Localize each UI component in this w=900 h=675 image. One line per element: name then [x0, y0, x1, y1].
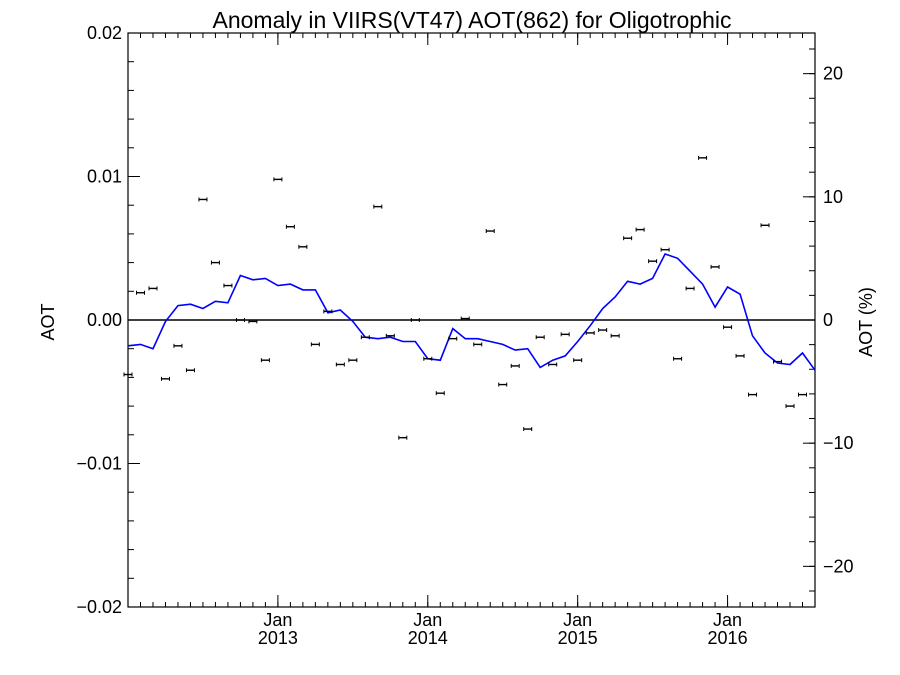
running-mean-line — [127, 253, 816, 371]
data-point — [473, 342, 483, 347]
data-point — [673, 356, 683, 361]
data-point — [523, 427, 533, 432]
y2-tick-label: 10 — [823, 187, 843, 207]
running-mean-series — [127, 253, 816, 371]
data-point — [260, 358, 270, 363]
right-y-axis: 20 10 0 −10 −20 — [803, 64, 854, 576]
data-point — [435, 391, 445, 396]
data-point — [285, 224, 295, 229]
x-tick-month: Jan — [563, 610, 592, 630]
data-point — [210, 260, 220, 265]
y-tick-label: 0.01 — [87, 167, 122, 187]
data-point — [485, 229, 495, 234]
data-point — [460, 316, 470, 321]
data-point — [723, 325, 733, 330]
data-point — [298, 244, 308, 249]
data-point — [410, 318, 420, 322]
x-tick-month: Jan — [713, 610, 742, 630]
data-point — [310, 342, 320, 347]
data-point — [273, 177, 283, 182]
y2-axis-label: AOT (%) — [856, 287, 876, 357]
data-point — [635, 227, 645, 232]
x-tick-year: 2015 — [558, 628, 598, 648]
data-point — [198, 197, 208, 202]
data-point — [648, 259, 658, 264]
data-point — [373, 204, 383, 209]
data-point — [148, 286, 158, 291]
data-point — [360, 335, 370, 340]
data-point — [585, 330, 595, 335]
y-axis-label: AOT — [38, 303, 58, 340]
x-tick-month: Jan — [413, 610, 442, 630]
y2-tick-label: −10 — [823, 433, 854, 453]
x-tick-year: 2014 — [408, 628, 448, 648]
data-point — [448, 336, 458, 341]
data-point — [785, 404, 795, 409]
y-tick-label: −0.01 — [76, 454, 122, 474]
data-point — [335, 362, 345, 367]
data-point — [348, 358, 358, 363]
data-point — [748, 392, 758, 397]
data-point — [160, 376, 170, 381]
data-point — [560, 332, 570, 337]
data-point — [498, 382, 508, 387]
data-point — [510, 363, 520, 368]
monthly-markers — [123, 155, 808, 440]
y2-tick-label: 20 — [823, 64, 843, 84]
data-point — [798, 392, 808, 397]
data-point — [123, 372, 133, 377]
data-point — [135, 290, 145, 295]
data-point — [385, 333, 395, 338]
data-point — [235, 318, 245, 322]
data-point — [398, 435, 408, 440]
data-point — [248, 319, 258, 324]
data-point — [573, 358, 583, 363]
chart-title: Anomaly in VIIRS(VT47) AOT(862) for Olig… — [213, 7, 732, 33]
data-point — [698, 155, 708, 160]
x-tick-year: 2013 — [258, 628, 298, 648]
plot-area — [123, 32, 816, 608]
x-tick-year: 2016 — [708, 628, 748, 648]
data-point — [760, 223, 770, 228]
data-point — [535, 335, 545, 340]
y2-tick-label: −20 — [823, 556, 854, 576]
data-point — [773, 359, 783, 364]
left-y-axis: 0.02 0.01 0.00 −0.01 −0.02 — [76, 23, 140, 617]
x-tick-month: Jan — [263, 610, 292, 630]
y2-tick-label: 0 — [823, 310, 833, 330]
data-point — [223, 283, 233, 288]
y-tick-label: −0.02 — [76, 597, 122, 617]
data-point — [623, 236, 633, 241]
data-point — [735, 353, 745, 358]
data-point — [598, 328, 608, 333]
y-tick-label: 0.02 — [87, 23, 122, 43]
data-point — [710, 264, 720, 269]
data-point — [173, 343, 183, 348]
data-point — [423, 356, 433, 361]
data-point — [660, 247, 670, 252]
data-point — [685, 286, 695, 291]
data-point — [548, 362, 558, 367]
data-point — [323, 309, 333, 314]
data-point — [185, 368, 195, 373]
y-tick-label: 0.00 — [87, 310, 122, 330]
data-point — [610, 333, 620, 338]
